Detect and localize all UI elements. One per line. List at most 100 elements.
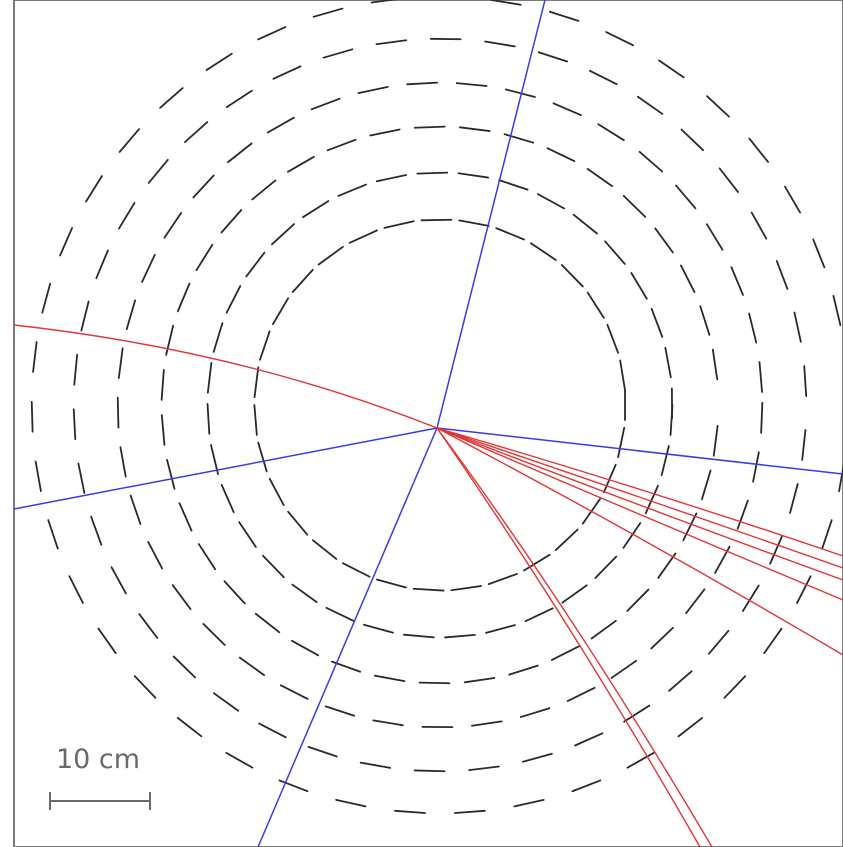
detector-segment xyxy=(495,227,525,241)
detector-segment xyxy=(287,155,315,173)
detector-segment xyxy=(90,515,103,546)
detector-segment xyxy=(302,200,330,219)
detector-segment xyxy=(268,477,285,507)
detector-segment xyxy=(708,629,730,655)
detector-segment xyxy=(357,86,389,95)
detector-segment xyxy=(664,346,672,379)
detector-segment xyxy=(34,460,42,492)
detector-segment xyxy=(257,441,268,473)
detector-segment xyxy=(225,89,253,109)
detector-segment xyxy=(160,368,165,401)
detector-segment xyxy=(118,128,140,153)
detector-segment xyxy=(530,242,557,261)
detector-segment xyxy=(324,705,356,717)
detector-segment xyxy=(471,720,503,727)
detector-segment xyxy=(322,48,354,59)
detector-segment xyxy=(630,272,648,300)
detector-segment xyxy=(403,633,435,639)
detector-segment xyxy=(406,81,439,86)
detector-segment xyxy=(223,580,246,605)
detector-segment xyxy=(769,535,783,565)
detector-segment xyxy=(832,294,842,326)
detector-segment xyxy=(660,445,670,477)
detector-segment xyxy=(335,798,367,808)
detector-segment xyxy=(279,684,309,700)
detector-segment xyxy=(220,483,235,514)
detector-segment xyxy=(133,675,157,699)
particle-track xyxy=(436,427,843,557)
detector-segment xyxy=(251,179,277,201)
detector-segment xyxy=(650,307,664,338)
detector-segment xyxy=(95,249,109,280)
scale-bar: 10 cm xyxy=(49,744,151,810)
detector-segment xyxy=(212,692,240,712)
detector-segment xyxy=(266,116,295,134)
detector-segment xyxy=(253,366,260,399)
detector-segment xyxy=(253,404,258,436)
detector-segment xyxy=(72,408,77,441)
detector-segment xyxy=(638,150,664,173)
detector-segment xyxy=(550,645,580,661)
detector-segment xyxy=(485,624,516,634)
detector-segment xyxy=(606,323,620,354)
detector-segment xyxy=(376,578,407,589)
detector-segment xyxy=(172,655,196,679)
detector-segment xyxy=(453,809,486,814)
sector-line xyxy=(257,427,438,847)
frame xyxy=(13,0,843,847)
detector-segment xyxy=(590,619,617,640)
detector-segment xyxy=(519,707,551,718)
detector-segment xyxy=(258,722,287,739)
detector-segment xyxy=(741,584,760,612)
detector-segment xyxy=(59,227,73,257)
detector-segment xyxy=(206,361,213,394)
detector-segment xyxy=(654,227,674,254)
detector-segment xyxy=(498,179,529,191)
detector-segment xyxy=(718,167,739,193)
detector-segment xyxy=(760,401,764,434)
detector-segment xyxy=(291,583,318,603)
detector-segment xyxy=(178,502,193,532)
detector-segment xyxy=(508,664,539,676)
detector-segment xyxy=(699,305,711,336)
detector-segment xyxy=(30,400,34,433)
detector-segment xyxy=(457,172,490,179)
detector-segment xyxy=(554,528,579,551)
detector-segment xyxy=(141,253,156,283)
detector-segment xyxy=(394,809,426,814)
detector-segment xyxy=(605,31,635,47)
detector-segment xyxy=(444,633,476,639)
particle-track xyxy=(13,324,438,429)
detector-segment xyxy=(536,193,566,210)
detector-segment xyxy=(278,779,309,793)
detector-segment xyxy=(257,26,287,41)
detector-segment xyxy=(723,675,747,699)
detector-segment xyxy=(622,522,642,549)
detector-segment xyxy=(458,219,490,227)
detector-segment xyxy=(254,612,281,634)
detector-segment xyxy=(668,670,693,692)
detector-segment xyxy=(650,626,674,650)
detector-segment xyxy=(588,69,618,86)
detector-segment xyxy=(184,121,209,144)
particle-track xyxy=(436,427,843,601)
detector-segment xyxy=(383,220,415,229)
detector-segment xyxy=(626,588,650,612)
detector-segment xyxy=(416,171,449,175)
detector-segment xyxy=(110,566,127,595)
detector-segment xyxy=(138,613,159,639)
detector-segment xyxy=(796,575,812,604)
detector-segment xyxy=(192,174,215,199)
detector-segment xyxy=(77,462,86,494)
detector-segment xyxy=(80,300,90,332)
detector-segment xyxy=(657,552,677,579)
detector-segment xyxy=(594,555,618,579)
detector-segment xyxy=(503,133,535,144)
detector-segment xyxy=(238,656,266,677)
detector-segment xyxy=(706,95,730,118)
detector-segment xyxy=(838,463,843,493)
detector-segment xyxy=(685,588,706,615)
detector-segment xyxy=(412,587,445,592)
scale-bar-label: 10 cm xyxy=(56,744,140,775)
